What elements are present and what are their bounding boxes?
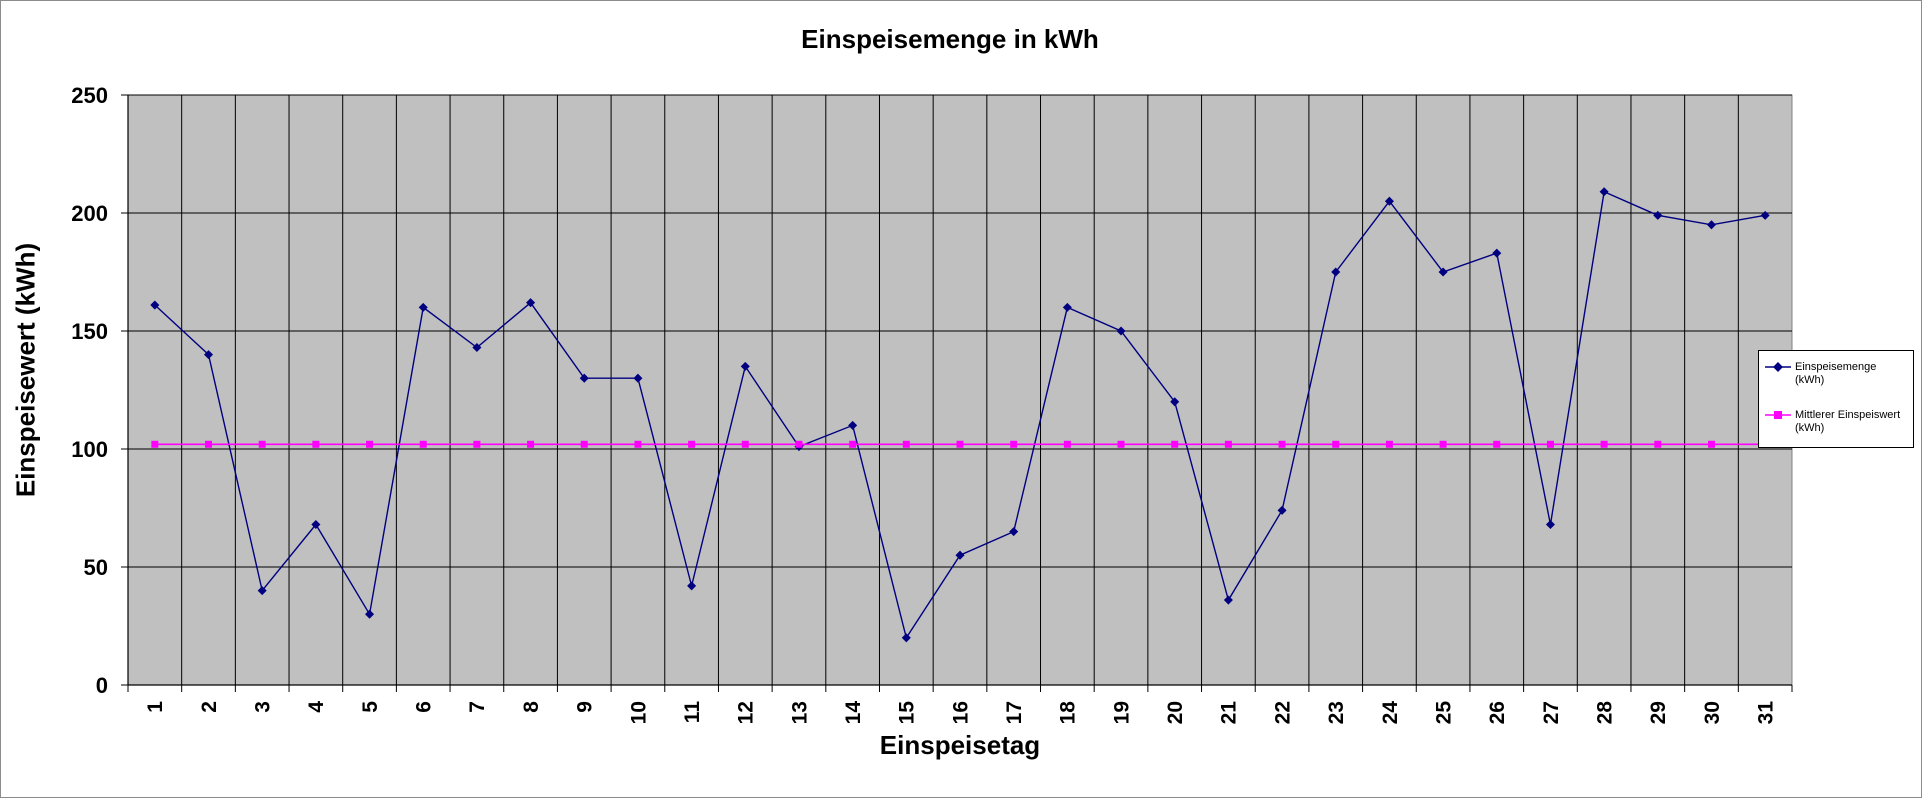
x-tick-label: 23 (1325, 701, 1348, 724)
data-point-s1 (901, 633, 911, 643)
x-tick-label: 17 (1003, 701, 1026, 724)
data-point-s1 (848, 420, 858, 430)
legend-item-einspeisemenge: Einspeisemenge (kWh) (1765, 361, 1911, 401)
data-point-s2 (205, 440, 213, 448)
data-point-s2 (1224, 440, 1232, 448)
data-point-s2 (1332, 440, 1340, 448)
data-point-s2 (1117, 440, 1125, 448)
data-point-s2 (688, 440, 696, 448)
x-tick-label: 21 (1218, 701, 1241, 725)
chart-title: Einspeisemenge in kWh (801, 24, 1099, 54)
data-point-s2 (258, 440, 266, 448)
y-tick-label: 50 (84, 555, 108, 580)
data-point-s2 (473, 440, 481, 448)
legend-item-mittlerer-einspeiswert: Mittlerer Einspeiswert (kWh) (1765, 409, 1911, 449)
x-tick-label: 12 (735, 701, 758, 724)
data-point-s1 (526, 298, 536, 308)
x-tick-label: 15 (896, 701, 919, 725)
x-axis-label: Einspeisetag (879, 730, 1041, 760)
data-point-s2 (1600, 440, 1608, 448)
data-point-s2 (1171, 440, 1179, 448)
data-point-s2 (419, 440, 427, 448)
data-point-s2 (1063, 440, 1071, 448)
data-point-s2 (1278, 440, 1286, 448)
data-point-s1 (150, 300, 160, 310)
data-point-s1 (740, 361, 750, 371)
data-point-s1 (687, 581, 697, 591)
x-tick-label: 8 (520, 701, 543, 713)
data-point-s2 (634, 440, 642, 448)
y-tick-label: 250 (71, 83, 108, 108)
x-tick-label: 9 (574, 701, 597, 713)
x-tick-label: 26 (1486, 701, 1509, 724)
data-point-s2 (151, 440, 159, 448)
x-tick-label: 19 (1110, 701, 1133, 724)
legend: Einspeisemenge (kWh) Mittlerer Einspeisw… (1758, 350, 1914, 448)
x-tick-label: 4 (305, 701, 328, 713)
data-point-s2 (956, 440, 964, 448)
y-tick-label: 100 (71, 437, 108, 462)
data-point-s1 (1009, 527, 1019, 537)
x-tick-label: 3 (252, 701, 275, 713)
data-point-s2 (527, 440, 535, 448)
x-tick-label: 28 (1593, 701, 1616, 725)
data-point-s2 (1439, 440, 1447, 448)
data-point-s2 (1546, 440, 1554, 448)
data-point-s1 (365, 609, 375, 619)
data-point-s2 (795, 440, 803, 448)
data-point-s1 (1223, 595, 1233, 605)
data-point-s2 (902, 440, 910, 448)
y-tick-label: 150 (71, 319, 108, 344)
legend-swatch-einspeisemenge (1765, 362, 1791, 372)
data-point-s2 (312, 440, 320, 448)
data-point-s1 (1545, 519, 1555, 530)
x-tick-label: 6 (413, 701, 436, 713)
data-point-s2 (1385, 440, 1393, 448)
y-tick-label: 200 (71, 201, 108, 226)
x-tick-label: 13 (788, 701, 811, 724)
data-point-s1 (311, 519, 321, 530)
data-point-s1 (203, 350, 214, 360)
legend-label-mittlerer: Mittlerer Einspeiswert (kWh) (1795, 409, 1901, 434)
plot-background (127, 94, 1793, 686)
data-point-s2 (741, 440, 749, 448)
x-tick-label: 30 (1701, 701, 1724, 724)
data-point-s2 (580, 440, 588, 448)
x-tick-label: 25 (1432, 701, 1455, 725)
x-tick-label: 27 (1540, 701, 1563, 724)
x-tick-label: 22 (1271, 701, 1294, 724)
x-tick-label: 16 (949, 701, 972, 724)
x-tick-label: 31 (1755, 701, 1778, 725)
data-point-s2 (849, 440, 857, 448)
data-point-s1 (955, 550, 965, 560)
x-tick-label: 14 (842, 701, 865, 725)
data-point-s2 (366, 440, 374, 448)
x-tick-label: 20 (1164, 701, 1187, 724)
legend-swatch-mittlerer (1765, 411, 1791, 419)
x-tick-label: 2 (198, 701, 221, 713)
x-tick-label: 18 (1057, 701, 1080, 725)
data-point-s2 (1010, 440, 1018, 448)
data-point-s2 (1493, 440, 1501, 448)
data-point-s2 (1707, 440, 1715, 448)
x-tick-label: 1 (144, 701, 167, 713)
x-tick-label: 7 (466, 701, 489, 713)
legend-label-einspeisemenge: Einspeisemenge (kWh) (1795, 361, 1877, 386)
x-tick-label: 5 (359, 701, 382, 713)
x-tick-label: 10 (627, 701, 650, 724)
x-tick-label: 24 (1379, 701, 1402, 725)
x-tick-label: 29 (1647, 701, 1670, 724)
x-tick-label: 11 (681, 701, 704, 724)
data-point-s2 (1654, 440, 1662, 448)
y-tick-label: 0 (96, 673, 108, 698)
